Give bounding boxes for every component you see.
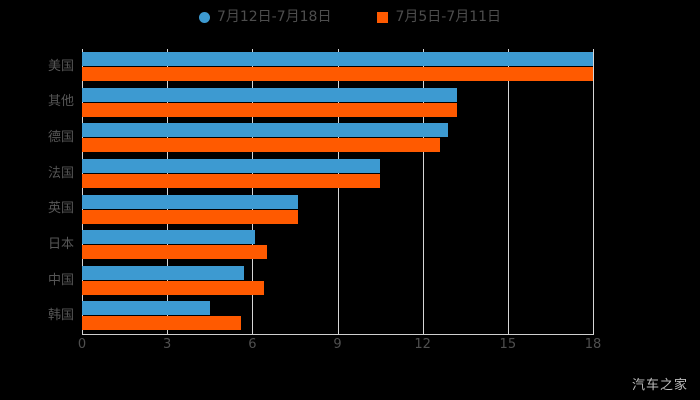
bar-group	[82, 85, 593, 121]
bar-group	[82, 192, 593, 228]
x-axis-tick-15: 15	[499, 337, 517, 352]
bar-1[interactable]	[82, 316, 241, 331]
bar-group	[82, 298, 593, 334]
bar-1[interactable]	[82, 102, 457, 117]
bar-1[interactable]	[82, 173, 381, 188]
bar-0[interactable]	[82, 265, 244, 280]
x-axis-tick-0: 0	[77, 337, 87, 352]
y-axis-category-labels: 美国其他德国法国英国日本中国韩国	[0, 49, 74, 334]
square-marker-icon	[377, 11, 389, 23]
bar-0[interactable]	[82, 52, 593, 66]
bar-group	[82, 120, 593, 156]
gridline-18	[593, 49, 594, 334]
bar-0[interactable]	[82, 123, 449, 138]
bar-1[interactable]	[82, 138, 440, 153]
y-axis-label-3: 法国	[47, 165, 74, 181]
gridline-9	[337, 49, 339, 334]
bar-0[interactable]	[82, 87, 457, 102]
gridline-15	[507, 49, 509, 334]
bar-group	[82, 49, 593, 85]
y-axis-label-4: 英国	[47, 201, 74, 217]
gridline-0	[82, 49, 83, 334]
bar-group	[82, 263, 593, 299]
bar-0[interactable]	[82, 194, 298, 209]
legend-entry-1[interactable]: 7月5日-7月11日	[377, 10, 501, 24]
legend-entry-0[interactable]: 7月12日-7月18日	[198, 9, 332, 25]
y-axis-label-2: 德国	[47, 130, 74, 146]
legend-label-0: 7月12日-7月18日	[216, 9, 332, 25]
x-axis-tick-6: 6	[248, 337, 257, 352]
gridline-12	[422, 49, 424, 334]
x-axis-tick-9: 9	[333, 337, 342, 352]
gridline-6	[252, 49, 254, 334]
x-axis-tick-3: 3	[163, 337, 172, 352]
bar-1[interactable]	[82, 280, 264, 295]
bar-0[interactable]	[82, 158, 381, 173]
chart-legend: 7月12日-7月18日 7月5日-7月11日	[0, 6, 700, 28]
bar-1[interactable]	[82, 245, 267, 260]
y-axis-label-5: 日本	[47, 236, 74, 252]
x-axis-tick-18: 18	[584, 337, 602, 352]
bar-0[interactable]	[82, 301, 210, 316]
bar-1[interactable]	[82, 67, 593, 81]
y-axis-label-1: 其他	[47, 94, 74, 110]
y-axis-label-6: 中国	[47, 272, 74, 288]
x-axis-tick-labels: 0 3 6 9 12 15 18	[78, 337, 601, 356]
y-axis-label-0: 美国	[47, 58, 74, 74]
legend-label-1: 7月5日-7月11日	[395, 9, 502, 25]
bar-1[interactable]	[82, 209, 298, 224]
bar-group	[82, 227, 593, 263]
gridline-3	[167, 49, 169, 334]
plot-area	[82, 49, 594, 334]
bar-0[interactable]	[82, 230, 256, 245]
x-axis-tick-12: 12	[414, 337, 431, 352]
x-axis-line	[82, 334, 594, 335]
y-axis-label-7: 韩国	[47, 308, 74, 324]
bar-group	[82, 156, 593, 192]
watermark-label: 汽车之家	[631, 378, 688, 393]
circle-marker-icon	[198, 11, 210, 23]
